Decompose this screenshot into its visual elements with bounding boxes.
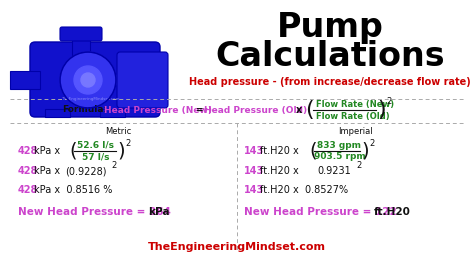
Text: Head Pressure (New): Head Pressure (New) — [104, 105, 212, 115]
Text: ): ) — [117, 142, 125, 160]
Text: ): ) — [377, 100, 386, 120]
Text: 833 gpm: 833 gpm — [317, 141, 361, 150]
Text: kPa: kPa — [148, 207, 170, 217]
Text: Imperial: Imperial — [337, 127, 372, 135]
Text: 52.6 l/s: 52.6 l/s — [77, 141, 114, 150]
Text: ft.H20: ft.H20 — [374, 207, 411, 217]
FancyBboxPatch shape — [72, 32, 90, 57]
Circle shape — [74, 66, 102, 94]
Text: 143: 143 — [244, 185, 264, 195]
FancyBboxPatch shape — [10, 71, 40, 89]
Text: 428: 428 — [18, 166, 38, 176]
Text: =: = — [196, 105, 204, 115]
Text: kPa x: kPa x — [34, 166, 60, 176]
Text: 2: 2 — [356, 162, 361, 171]
Text: ft.H20 x: ft.H20 x — [260, 166, 299, 176]
Text: (0.9228): (0.9228) — [65, 166, 107, 176]
Text: ft.H20 x: ft.H20 x — [260, 146, 299, 156]
Circle shape — [81, 73, 95, 87]
Text: 428: 428 — [18, 185, 38, 195]
FancyBboxPatch shape — [60, 27, 102, 41]
Text: New Head Pressure = 364: New Head Pressure = 364 — [18, 207, 171, 217]
Text: Head pressure - (from increase/decrease flow rate): Head pressure - (from increase/decrease … — [189, 77, 471, 87]
Text: Flow Rate (New): Flow Rate (New) — [316, 100, 394, 108]
Text: 428: 428 — [18, 146, 38, 156]
FancyBboxPatch shape — [45, 109, 70, 117]
Text: Calculations: Calculations — [215, 41, 445, 73]
Text: x: x — [296, 105, 302, 115]
FancyBboxPatch shape — [117, 52, 168, 108]
Text: 143: 143 — [244, 166, 264, 176]
Text: 2: 2 — [369, 139, 374, 147]
Text: Head Pressure (Old): Head Pressure (Old) — [204, 105, 307, 115]
Text: 2: 2 — [386, 96, 391, 105]
Text: Pump: Pump — [276, 10, 383, 44]
Text: kPa x  0.8516 %: kPa x 0.8516 % — [34, 185, 112, 195]
Text: New Head Pressure = 122: New Head Pressure = 122 — [244, 207, 397, 217]
Text: 2: 2 — [125, 139, 130, 147]
Text: 903.5 rpm: 903.5 rpm — [314, 152, 366, 161]
Text: Metric: Metric — [105, 127, 131, 135]
Text: (: ( — [309, 142, 317, 160]
Text: 143: 143 — [244, 146, 264, 156]
Text: 57 l/s: 57 l/s — [82, 152, 109, 161]
FancyBboxPatch shape — [100, 109, 125, 117]
Text: TheEngineeringMindset.com: TheEngineeringMindset.com — [148, 242, 326, 252]
Text: TheEngineeringMindset.com: TheEngineeringMindset.com — [61, 97, 119, 101]
Text: ): ) — [361, 142, 369, 160]
Text: 0.9231: 0.9231 — [317, 166, 351, 176]
FancyBboxPatch shape — [30, 42, 160, 117]
Text: Flow Rate (Old): Flow Rate (Old) — [316, 112, 390, 120]
Text: kPa x: kPa x — [34, 146, 60, 156]
Text: (: ( — [305, 100, 314, 120]
Text: 2: 2 — [111, 162, 116, 171]
Circle shape — [60, 52, 116, 108]
Text: (: ( — [69, 142, 76, 160]
Text: ft.H20 x  0.8527%: ft.H20 x 0.8527% — [260, 185, 348, 195]
Text: Formula:: Formula: — [62, 105, 107, 115]
